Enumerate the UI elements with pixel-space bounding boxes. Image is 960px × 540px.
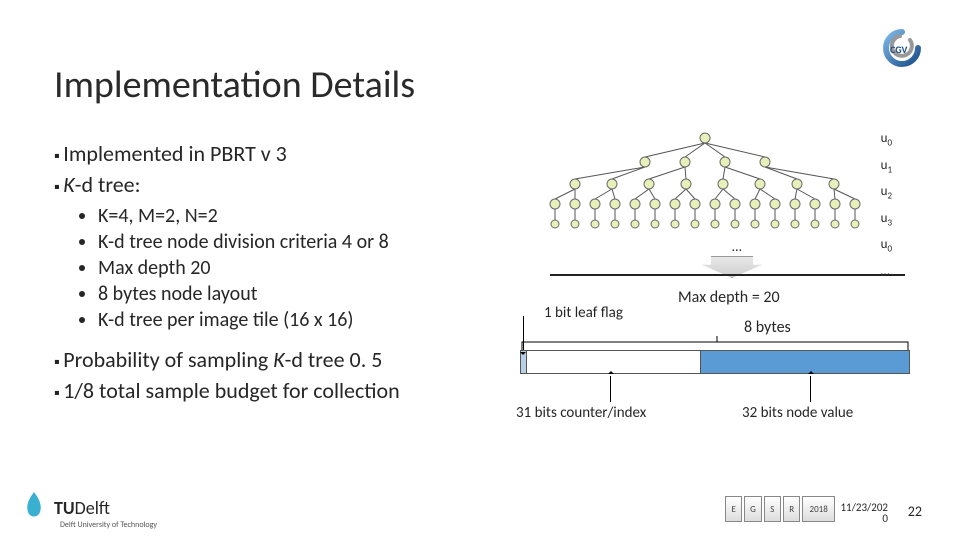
egsr-logo: E G S R 2018 — [725, 496, 835, 522]
egsr-e: E — [725, 496, 742, 522]
tree-svg — [530, 128, 880, 248]
max-depth-label: Max depth = 20 — [678, 288, 780, 307]
byte-layout-diagram: 1 bit leaf flag 31 bits counter/index 32… — [520, 350, 920, 374]
node-value-label: 32 bits node value — [742, 404, 853, 422]
flame-icon — [20, 490, 48, 526]
anno-arrow — [810, 376, 811, 402]
sub-item: K-d tree per image tile (16 x 16) — [98, 308, 494, 332]
sub-item: 8 bytes node layout — [98, 282, 494, 306]
prob-k: K — [273, 346, 284, 373]
kd-tree-diagram: u0 u1 u2 u3 u0 … … Max depth = 20 8 byte… — [530, 128, 910, 358]
u-dots: … — [881, 261, 892, 283]
bytes-label: 8 bytes — [744, 318, 791, 337]
counter-label: 31 bits counter/index — [516, 404, 646, 422]
sub-item: K-d tree node division criteria 4 or 8 — [98, 230, 494, 254]
tree-divider — [550, 274, 905, 276]
tudelft-text: TUDelft — [54, 497, 110, 519]
byte-seg-counter — [527, 351, 701, 373]
content-block: Implemented in PBRT v 3 K-d tree: K=4, M… — [54, 140, 494, 408]
u-label: u0 — [881, 128, 892, 155]
egsr-year: 2018 — [802, 496, 835, 522]
egsr-s: S — [764, 496, 781, 522]
prob-suffix: -d tree 0. 5 — [285, 346, 383, 373]
section-budget: 1/8 total sample budget for collection — [54, 377, 494, 404]
prob-prefix: Probability of sampling — [63, 346, 273, 373]
sub-item: Max depth 20 — [98, 256, 494, 280]
svg-text:CGV: CGV — [890, 43, 908, 56]
u-label: u1 — [881, 155, 892, 182]
egsr-r: R — [783, 496, 800, 522]
kdtree-sublist: K=4, M=2, N=2 K-d tree node division cri… — [98, 204, 494, 332]
footer: TUDelft Delft University of Technology E… — [20, 490, 940, 530]
anno-arrow — [523, 316, 524, 350]
sub-item: K=4, M=2, N=2 — [98, 204, 494, 228]
section-pbrt: Implemented in PBRT v 3 — [54, 140, 494, 167]
kdtree-suffix: -d tree: — [75, 171, 141, 198]
kdtree-k: K — [63, 171, 74, 198]
cgv-logo: CGV — [872, 28, 932, 68]
tudelft-sub: Delft University of Technology — [60, 520, 157, 530]
section-prob: Probability of sampling K-d tree 0. 5 — [54, 346, 494, 373]
byte-bar — [520, 350, 910, 374]
date-label: 11/23/2020 — [840, 502, 888, 524]
slide-title: Implementation Details — [54, 62, 415, 108]
brace-icon — [520, 336, 910, 352]
u-label: u3 — [881, 208, 892, 235]
u-label: u0 — [881, 234, 892, 261]
page-number: 22 — [908, 503, 922, 520]
u-label: u2 — [881, 181, 892, 208]
anno-arrow — [610, 376, 611, 402]
byte-seg-node-value — [701, 351, 909, 373]
egsr-g: G — [744, 496, 761, 522]
leaf-flag-label: 1 bit leaf flag — [544, 304, 623, 322]
u-labels: u0 u1 u2 u3 u0 … — [881, 128, 892, 283]
tree-ellipsis: … — [732, 238, 742, 255]
section-kdtree: K-d tree: — [54, 171, 494, 198]
